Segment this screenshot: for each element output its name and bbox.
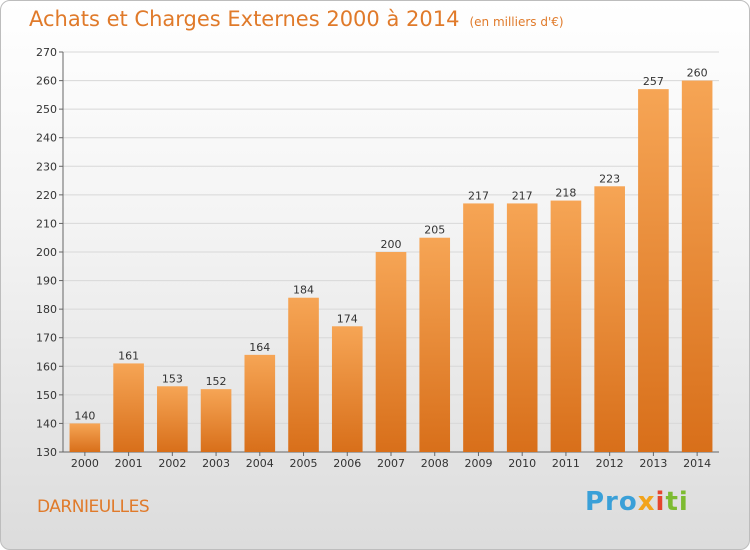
data-label: 164 xyxy=(249,341,270,354)
logo-part-1: Pro xyxy=(585,487,638,517)
data-label: 152 xyxy=(206,375,227,388)
chart-unit: (en milliers d'€) xyxy=(469,15,564,29)
bar xyxy=(375,252,407,452)
data-label: 200 xyxy=(381,238,402,251)
y-tick-label: 140 xyxy=(36,417,57,430)
y-tick-label: 170 xyxy=(36,332,57,345)
bar xyxy=(113,363,144,452)
x-tick-label: 2007 xyxy=(377,457,405,470)
data-label: 223 xyxy=(599,172,620,185)
y-tick-label: 190 xyxy=(36,275,57,288)
x-tick-label: 2014 xyxy=(683,457,711,470)
bar xyxy=(638,89,669,453)
y-tick-label: 220 xyxy=(36,189,57,202)
chart-title: Achats et Charges Externes 2000 à 2014 (e… xyxy=(29,7,564,31)
logo-part-3: i xyxy=(655,487,666,517)
x-tick-label: 2010 xyxy=(508,457,536,470)
data-label: 140 xyxy=(74,409,95,422)
data-label: 174 xyxy=(337,312,358,325)
x-tick-label: 2009 xyxy=(464,457,492,470)
bars xyxy=(69,80,713,453)
chart-title-text: Achats et Charges Externes 2000 à 2014 xyxy=(29,7,460,31)
data-label: 217 xyxy=(468,189,489,202)
y-tick-label: 160 xyxy=(36,360,57,373)
x-tick-label: 2001 xyxy=(115,457,143,470)
logo-part-4: ti xyxy=(665,487,689,517)
data-label: 161 xyxy=(118,349,139,362)
bar xyxy=(244,354,276,452)
x-tick-label: 2004 xyxy=(246,457,274,470)
data-label: 217 xyxy=(512,189,533,202)
data-label: 205 xyxy=(424,224,445,237)
x-tick-label: 2002 xyxy=(158,457,186,470)
x-tick-label: 2003 xyxy=(202,457,230,470)
data-label: 218 xyxy=(555,187,576,200)
bar xyxy=(69,423,101,452)
city-name: DARNIEULLES xyxy=(37,497,150,517)
y-tick-label: 270 xyxy=(36,46,57,59)
y-tick-label: 230 xyxy=(36,160,57,173)
data-label: 153 xyxy=(162,372,183,385)
bar xyxy=(331,326,363,452)
x-tick-label: 2000 xyxy=(71,457,99,470)
bar xyxy=(288,297,319,452)
logo-part-2: x xyxy=(637,487,656,517)
y-tick-label: 130 xyxy=(36,446,57,459)
bar xyxy=(463,203,494,452)
bar xyxy=(157,386,188,452)
bar xyxy=(681,80,713,453)
bar xyxy=(506,203,538,452)
x-tick-label: 2012 xyxy=(596,457,624,470)
y-tick-label: 200 xyxy=(36,246,57,259)
bar xyxy=(594,186,625,453)
x-tick-label: 2013 xyxy=(639,457,667,470)
x-tick-label: 2008 xyxy=(421,457,449,470)
y-tick-label: 180 xyxy=(36,303,57,316)
y-tick-label: 260 xyxy=(36,75,57,88)
bar xyxy=(419,237,451,452)
y-tick-label: 150 xyxy=(36,389,57,402)
x-tick-label: 2011 xyxy=(552,457,580,470)
bar xyxy=(550,200,582,452)
data-label: 257 xyxy=(643,75,664,88)
x-tick-label: 2006 xyxy=(333,457,361,470)
y-tick-label: 210 xyxy=(36,217,57,230)
x-tick-label: 2005 xyxy=(290,457,318,470)
data-label: 260 xyxy=(687,67,708,80)
data-label: 184 xyxy=(293,284,314,297)
proxiti-logo: Proxiti xyxy=(585,487,689,517)
y-tick-label: 240 xyxy=(36,132,57,145)
bar xyxy=(200,389,232,452)
labels: 140 161 153 152 164 184 174 200 205 217 217 218 223 2… xyxy=(74,67,707,423)
y-tick-label: 250 xyxy=(36,103,57,116)
